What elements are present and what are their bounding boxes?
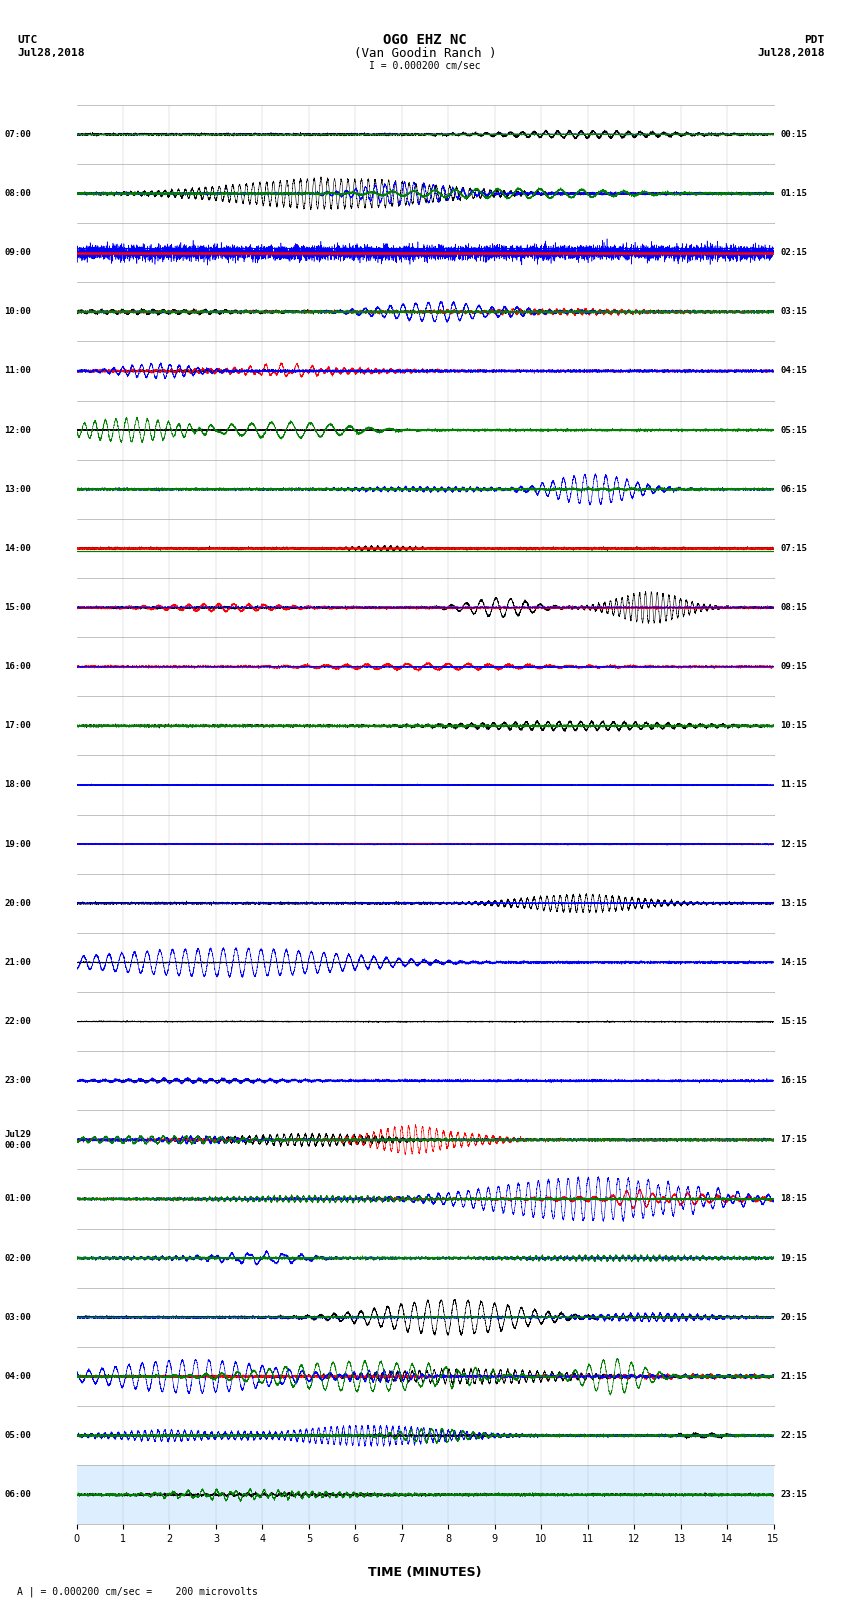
Text: PDT: PDT [804,35,824,45]
Text: 21:00: 21:00 [4,958,31,966]
Text: 00:15: 00:15 [780,131,808,139]
Text: 07:00: 07:00 [4,131,31,139]
Text: 22:15: 22:15 [780,1431,808,1440]
Text: 14:00: 14:00 [4,544,31,553]
Text: 20:15: 20:15 [780,1313,808,1321]
Text: 10:15: 10:15 [780,721,808,731]
Text: 01:15: 01:15 [780,189,808,198]
Text: 18:15: 18:15 [780,1195,808,1203]
Text: UTC: UTC [17,35,37,45]
Text: I = 0.000200 cm/sec: I = 0.000200 cm/sec [369,61,481,71]
Text: 11:00: 11:00 [4,366,31,376]
Text: 08:15: 08:15 [780,603,808,611]
Text: 05:00: 05:00 [4,1431,31,1440]
Text: 09:15: 09:15 [780,663,808,671]
Text: 06:15: 06:15 [780,486,808,494]
Text: 03:15: 03:15 [780,308,808,316]
Text: 09:00: 09:00 [4,248,31,256]
Text: 12:00: 12:00 [4,426,31,434]
Text: 16:15: 16:15 [780,1076,808,1086]
Text: 19:15: 19:15 [780,1253,808,1263]
Text: 04:15: 04:15 [780,366,808,376]
Text: 15:15: 15:15 [780,1018,808,1026]
Text: 17:15: 17:15 [780,1136,808,1144]
Text: 23:15: 23:15 [780,1490,808,1498]
Text: Jul28,2018: Jul28,2018 [757,48,824,58]
Text: 10:00: 10:00 [4,308,31,316]
Text: 02:00: 02:00 [4,1253,31,1263]
Text: 18:00: 18:00 [4,781,31,789]
Text: OGO EHZ NC: OGO EHZ NC [383,34,467,47]
Text: 23:00: 23:00 [4,1076,31,1086]
Text: 13:15: 13:15 [780,898,808,908]
Text: 15:00: 15:00 [4,603,31,611]
Text: 12:15: 12:15 [780,840,808,848]
Text: 17:00: 17:00 [4,721,31,731]
Text: 16:00: 16:00 [4,663,31,671]
Text: 04:00: 04:00 [4,1373,31,1381]
Text: 03:00: 03:00 [4,1313,31,1321]
Text: 14:15: 14:15 [780,958,808,966]
Text: TIME (MINUTES): TIME (MINUTES) [368,1566,482,1579]
Text: 05:15: 05:15 [780,426,808,434]
Text: 02:15: 02:15 [780,248,808,256]
Text: 20:00: 20:00 [4,898,31,908]
Text: 07:15: 07:15 [780,544,808,553]
Text: 01:00: 01:00 [4,1195,31,1203]
Text: 06:00: 06:00 [4,1490,31,1498]
Text: 19:00: 19:00 [4,840,31,848]
Text: Jul28,2018: Jul28,2018 [17,48,84,58]
Text: 22:00: 22:00 [4,1018,31,1026]
Text: 11:15: 11:15 [780,781,808,789]
Text: 13:00: 13:00 [4,486,31,494]
Text: 08:00: 08:00 [4,189,31,198]
Text: A | = 0.000200 cm/sec =    200 microvolts: A | = 0.000200 cm/sec = 200 microvolts [17,1587,258,1597]
Text: Jul29
00:00: Jul29 00:00 [4,1131,31,1150]
Text: 21:15: 21:15 [780,1373,808,1381]
Text: (Van Goodin Ranch ): (Van Goodin Ranch ) [354,47,496,60]
